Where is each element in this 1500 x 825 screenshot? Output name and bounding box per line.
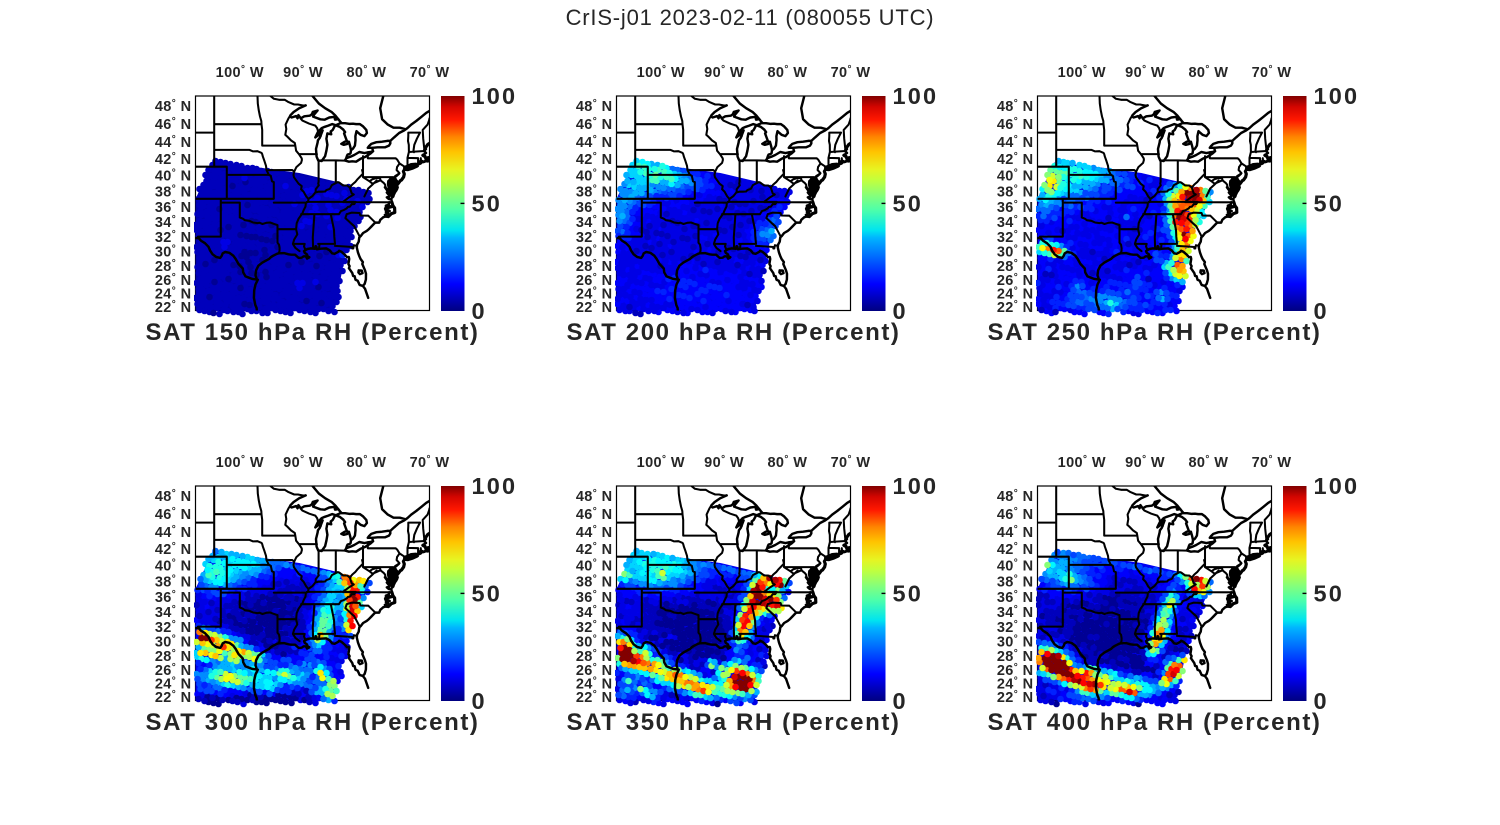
svg-text:CrIS-j01 2023-02-11 (080055 UT: CrIS-j01 2023-02-11 (080055 UTC) bbox=[566, 5, 935, 30]
svg-text:SAT 200 hPa RH (Percent): SAT 200 hPa RH (Percent) bbox=[566, 319, 900, 346]
svg-text:SAT 300 hPa RH (Percent): SAT 300 hPa RH (Percent) bbox=[145, 709, 479, 736]
svg-text:SAT 350 hPa RH (Percent): SAT 350 hPa RH (Percent) bbox=[566, 709, 900, 736]
svg-text:SAT 400 hPa RH (Percent): SAT 400 hPa RH (Percent) bbox=[987, 709, 1321, 736]
svg-text:SAT 150 hPa RH (Percent): SAT 150 hPa RH (Percent) bbox=[145, 319, 479, 346]
svg-text:SAT 250 hPa RH (Percent): SAT 250 hPa RH (Percent) bbox=[987, 319, 1321, 346]
